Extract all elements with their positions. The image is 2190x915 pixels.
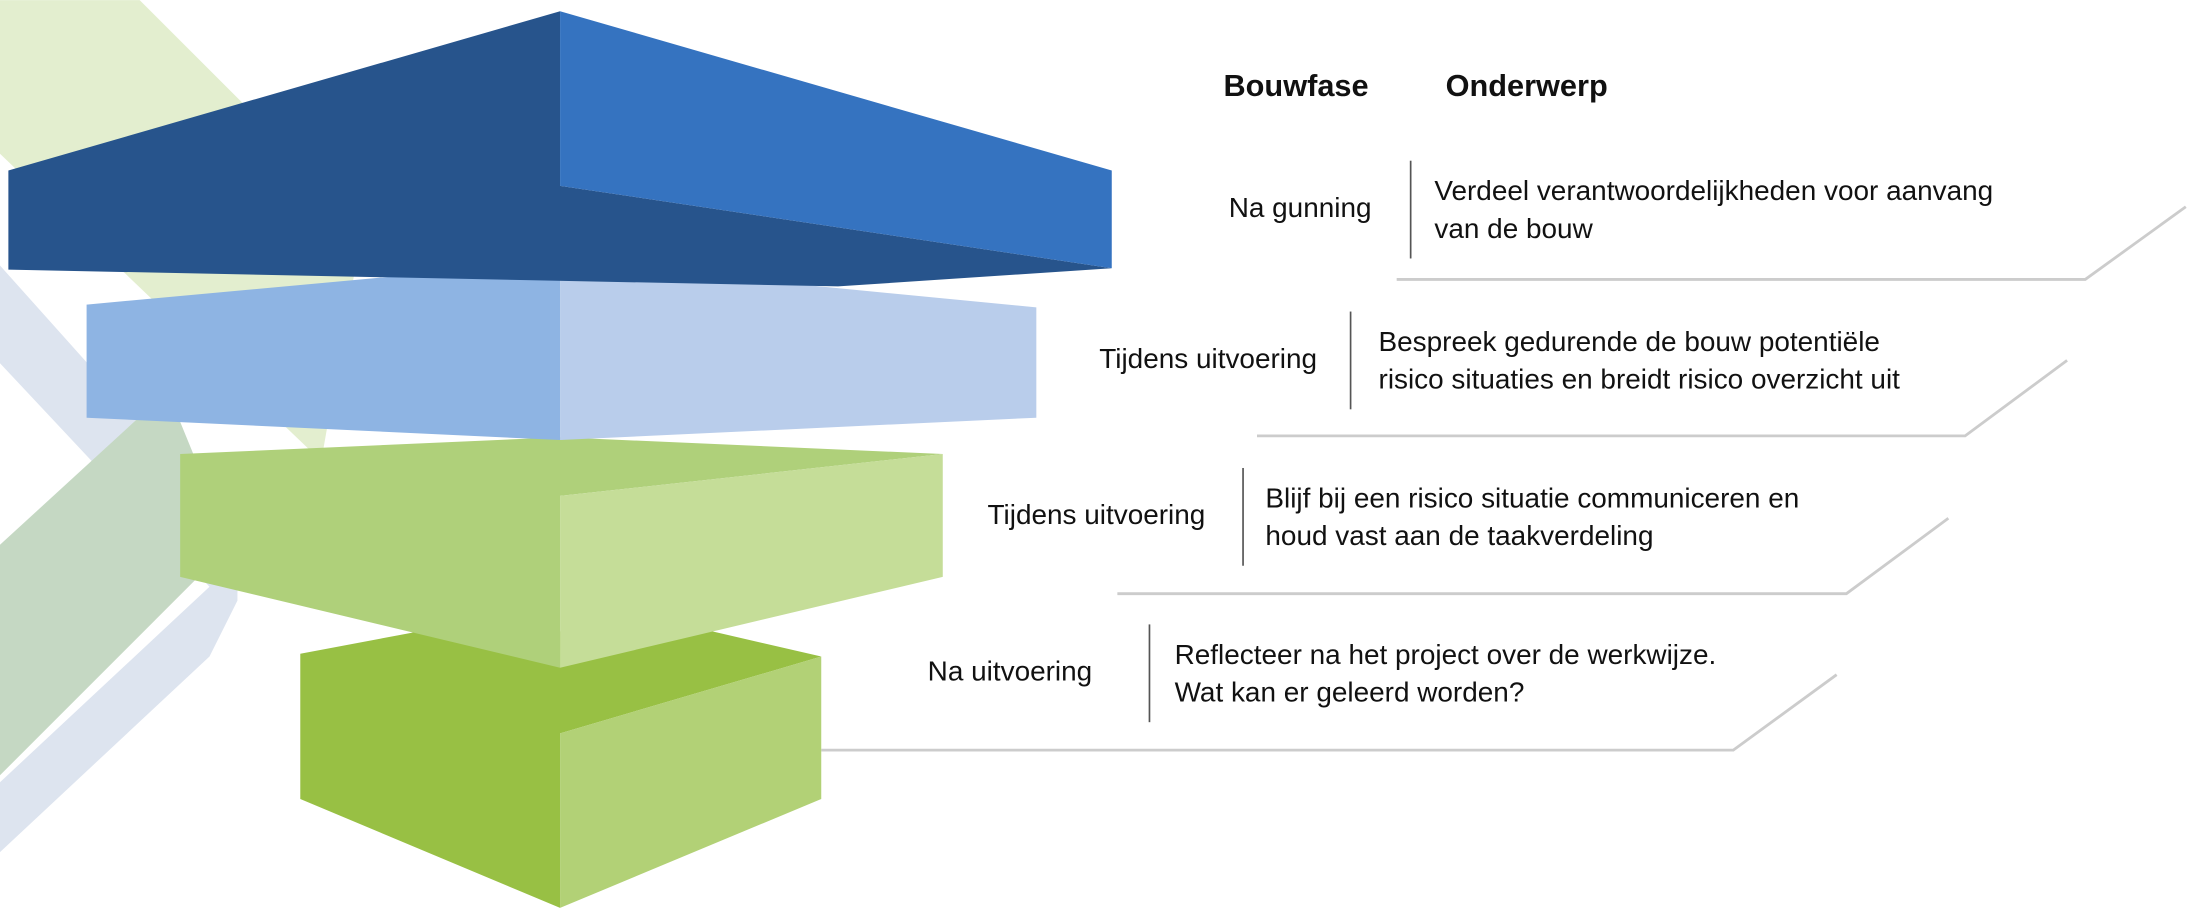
phase-label: Tijdens uitvoering	[1099, 343, 1317, 374]
topic-line: van de bouw	[1434, 213, 1593, 244]
topic-line: Blijf bij een risico situatie communicer…	[1265, 482, 1799, 513]
phase-label: Na uitvoering	[928, 656, 1093, 687]
topic-line: houd vast aan de taakverdeling	[1265, 520, 1653, 551]
topic-line: Reflecteer na het project over de werkwi…	[1175, 639, 1717, 670]
slide: Bouwfase Onderwerp Na gunning Verdeel ver…	[0, 0, 2190, 915]
topic-line: risico situaties en breidt risico overzi…	[1379, 364, 1901, 395]
funnel-layer	[560, 261, 1036, 440]
topic-line: Verdeel verantwoordelijkheden voor aanva…	[1434, 175, 1993, 206]
topic-line: Wat kan er geleerd worden?	[1175, 677, 1525, 708]
page: Bouwfase Onderwerp Na gunning Verdeel ver…	[0, 0, 2190, 915]
topic-line: Bespreek gedurende de bouw potentiële	[1379, 326, 1880, 357]
column-header: Bouwfase	[1223, 68, 1368, 103]
column-header: Onderwerp	[1446, 68, 1608, 103]
phase-label: Na gunning	[1229, 192, 1372, 223]
phase-label: Tijdens uitvoering	[988, 499, 1206, 530]
